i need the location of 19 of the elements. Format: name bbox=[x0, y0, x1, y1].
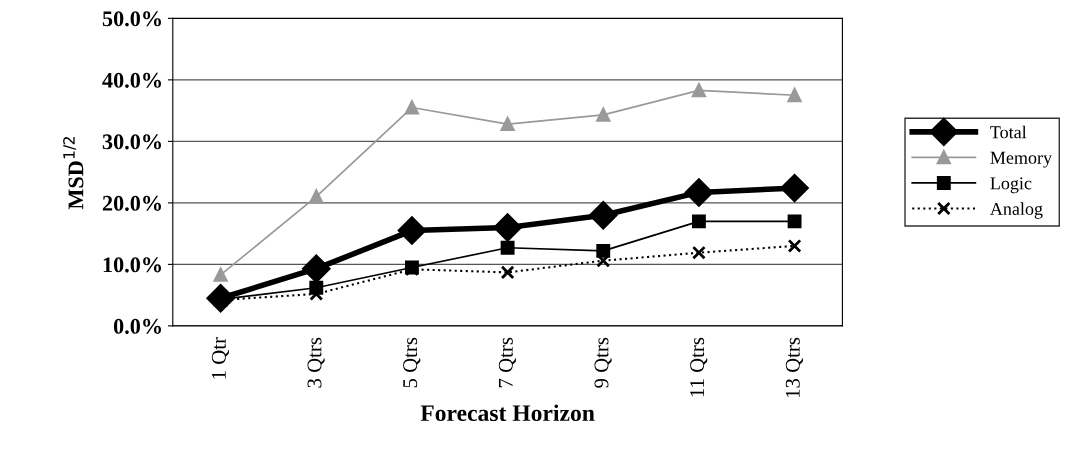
legend-label: Total bbox=[990, 125, 1027, 139]
y-axis-title: MSD$^{1/2}$ bbox=[63, 137, 84, 210]
y-tick-label: 10.0% bbox=[103, 257, 161, 273]
legend-label: Memory bbox=[990, 151, 1052, 168]
x-tick-label: 9 Qtrs bbox=[594, 337, 612, 388]
y-tick-label: 0.0% bbox=[113, 318, 161, 334]
x-tick-label: 5 Qtrs bbox=[403, 337, 421, 388]
y-tick-label: 30.0% bbox=[102, 134, 161, 150]
x-tick-label: 7 Qtrs bbox=[498, 337, 516, 388]
legend-label: Logic bbox=[990, 177, 1032, 194]
y-tick-label: 20.0% bbox=[102, 195, 161, 211]
y-tick-label: 50.0% bbox=[102, 11, 161, 27]
x-tick-label: 1 Qtr bbox=[211, 337, 230, 379]
x-tick-label: 13 Qtrs bbox=[785, 337, 803, 398]
x-axis-title: Forecast Horizon bbox=[420, 404, 595, 422]
x-tick-label: 11 Qtrs bbox=[690, 337, 708, 397]
x-tick-label: 3 Qtrs bbox=[307, 337, 325, 388]
legend-label: Analog bbox=[990, 202, 1043, 219]
y-tick-label: 40.0% bbox=[102, 72, 161, 88]
